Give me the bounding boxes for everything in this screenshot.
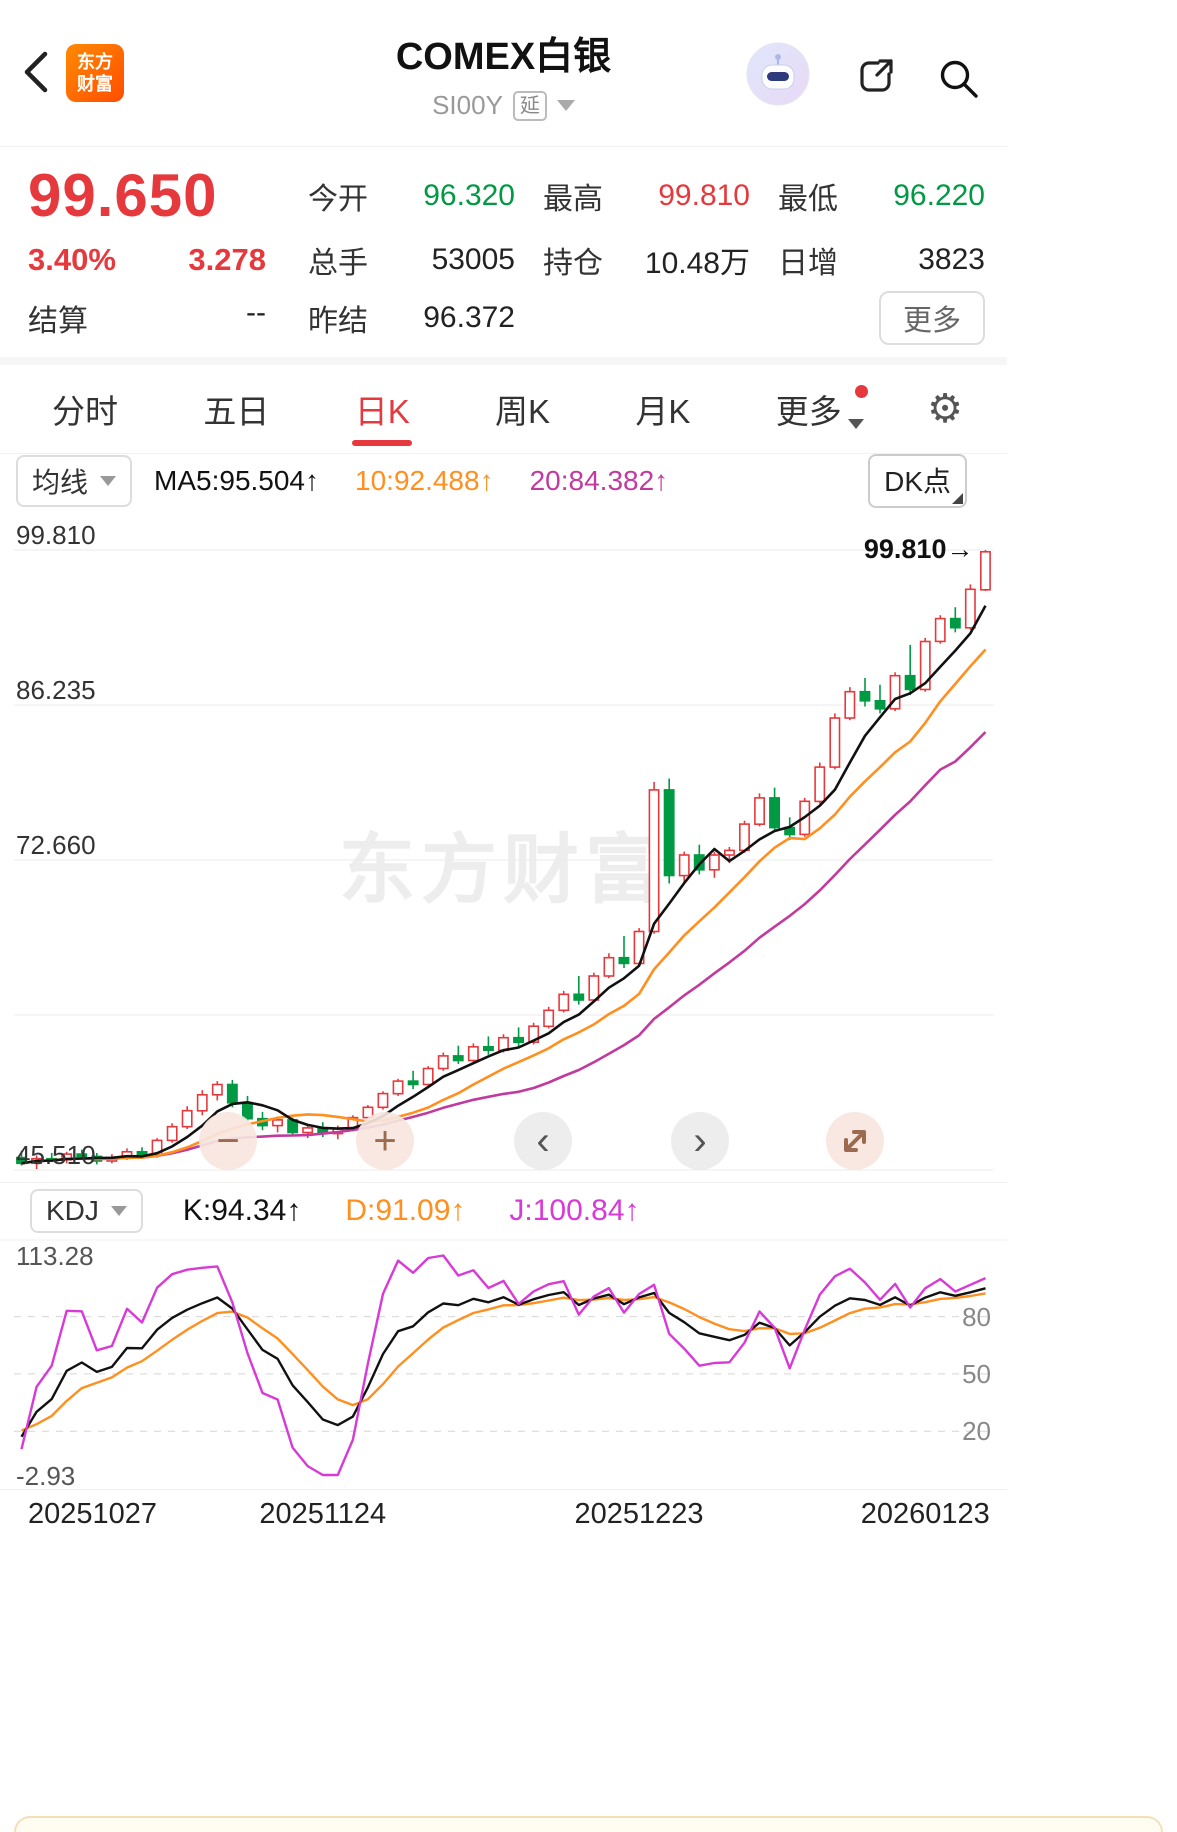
y-axis-label: 99.810: [16, 520, 96, 550]
kdj-axis-label: -2.93: [16, 1461, 76, 1491]
quote-cell-settle: 结算 --: [28, 296, 266, 338]
kdj-j-value: J:100.84↑: [509, 1194, 640, 1227]
logo-text-bottom: 财富: [77, 74, 113, 94]
expand-icon: [844, 1130, 866, 1152]
eastmoney-logo[interactable]: 东方 财富: [66, 44, 124, 102]
x-axis-label: 20251027: [28, 1498, 158, 1530]
assistant-avatar[interactable]: [746, 42, 810, 109]
pan-right-button[interactable]: ›: [671, 1112, 729, 1170]
x-axis-label: 20260123: [860, 1498, 990, 1530]
kdj-axis-label: 80: [962, 1302, 991, 1332]
tab-intraday[interactable]: 分时: [52, 393, 118, 430]
quote-cell-volume: 总手 53005: [308, 243, 515, 280]
quote-panel: 99.650 今开 96.320 最高 99.810 最低 96.220 3.40% …: [0, 147, 1007, 357]
ma20-value: 20:84.382↑: [529, 465, 669, 496]
watermark: 东方财富: [339, 828, 667, 913]
x-axis-label: 20251223: [574, 1498, 704, 1530]
quote-cell-high: 最高 99.810: [543, 179, 750, 216]
candlestick-chart[interactable]: 东方财富 99.810 86.235 72.660 45.510 99.810→ − …: [0, 508, 1007, 1182]
notification-dot: [854, 385, 868, 398]
back-button[interactable]: [16, 48, 62, 98]
kdj-chart[interactable]: 113.28 -2.93 80 50 20: [0, 1239, 1007, 1491]
kdj-axis-label: 113.28: [16, 1241, 94, 1271]
back-chevron-icon: [24, 51, 48, 93]
ma10-value: 10:92.488↑: [355, 465, 494, 496]
last-price: 99.650: [28, 162, 218, 229]
y-axis-label: 86.235: [16, 675, 96, 705]
ma-selector-button[interactable]: 均线: [16, 455, 133, 507]
dk-point-button[interactable]: DK点: [868, 454, 967, 508]
x-axis-labels: 20251027 20251124 20251223 20260123: [0, 1490, 1007, 1534]
quote-cell-openinterest: 持仓 10.48万: [543, 247, 750, 280]
quote-cell-low: 最低 96.220: [778, 179, 985, 216]
change-percent: 3.40%: [28, 242, 116, 277]
tab-fiveday[interactable]: 五日: [203, 393, 270, 430]
delay-badge: 延: [512, 90, 547, 121]
price-change: 3.40% 3.278: [28, 242, 280, 278]
last-price-tag: 99.810→: [863, 534, 974, 564]
search-icon: [940, 60, 978, 98]
chevron-down-icon: [110, 1206, 127, 1216]
settings-gear-icon[interactable]: ⚙: [927, 387, 963, 431]
y-axis-label: 72.660: [16, 830, 96, 860]
pan-left-button[interactable]: ‹: [514, 1112, 572, 1170]
chevron-down-icon: [100, 476, 117, 486]
x-axis-label: 20251124: [259, 1498, 387, 1530]
tab-weekly-k[interactable]: 周K: [495, 393, 551, 430]
fullscreen-button[interactable]: [826, 1112, 884, 1170]
quote-cell-prevsettle: 昨结 96.372: [308, 301, 515, 338]
title-block: COMEX白银 SI00Y 延: [0, 0, 1007, 146]
quote-cell-open: 今开 96.320: [308, 179, 515, 216]
tab-monthly-k[interactable]: 月K: [635, 393, 691, 430]
kdj-axis-label: 50: [962, 1359, 991, 1389]
share-button[interactable]: [854, 54, 898, 101]
y-axis-label: 45.510: [16, 1140, 96, 1170]
ma5-value: MA5:95.504↑: [154, 465, 320, 496]
page-title: COMEX白银: [395, 36, 612, 78]
symbol-code: SI00Y: [432, 90, 503, 120]
chevron-down-icon[interactable]: [556, 100, 575, 111]
quote-cell-dailyincrease: 日增 3823: [778, 243, 985, 280]
zoom-out-button[interactable]: −: [199, 1112, 257, 1170]
kdj-axis-label: 20: [962, 1416, 991, 1446]
robot-avatar-icon: [746, 42, 810, 106]
zoom-in-button[interactable]: +: [356, 1112, 414, 1170]
tab-more[interactable]: 更多: [776, 365, 868, 453]
header: 东方 财富 COMEX白银 SI00Y 延: [0, 0, 1007, 147]
tab-daily-k[interactable]: 日K: [355, 365, 410, 453]
period-tabs: 分时 五日 日K 周K 月K 更多 ⚙: [0, 365, 1007, 454]
ma-legend-row: 均线 MA5:95.504↑ 10:92.488↑ 20:84.382↑ DK点: [0, 454, 1007, 508]
kdj-d-value: D:91.09↑: [345, 1194, 466, 1227]
section-divider: [0, 357, 1007, 365]
quote-more-button[interactable]: 更多: [879, 291, 985, 345]
corner-triangle-icon: [952, 493, 963, 504]
share-icon: [860, 59, 893, 92]
kdj-legend-row: KDJ K:94.34↑ D:91.09↑ J:100.84↑: [0, 1182, 1007, 1239]
chevron-down-icon: [847, 419, 864, 429]
kdj-k-value: K:94.34↑: [182, 1194, 302, 1227]
bottom-banner-edge[interactable]: [14, 1816, 1163, 1832]
app-container: 东方 财富 COMEX白银 SI00Y 延: [0, 0, 1007, 1534]
indicator-selector-button[interactable]: KDJ: [30, 1189, 143, 1233]
logo-text-top: 东方: [77, 51, 113, 72]
search-button[interactable]: [936, 56, 982, 105]
change-value: 3.278: [188, 242, 266, 277]
